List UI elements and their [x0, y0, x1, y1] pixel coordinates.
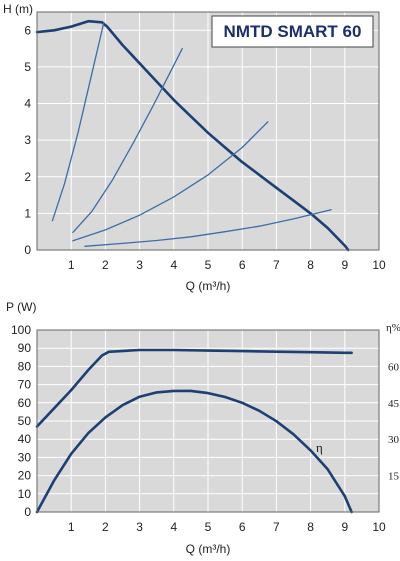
x-tick-label: 3: [136, 258, 143, 272]
x-tick-label: 5: [205, 258, 212, 272]
y-tick-label: 10: [18, 487, 32, 501]
y-tick-label: 70: [18, 378, 32, 392]
title-box: [211, 15, 374, 48]
x-tick-label: 6: [239, 258, 246, 272]
y-tick-label: 90: [18, 341, 32, 355]
head-y-axis-label: H (m): [3, 2, 33, 16]
head-x-ticks: 1 2 3 4 5 6 7 8 9 10: [68, 258, 386, 272]
head-plot-border: [36, 11, 380, 251]
y-tick-label: 80: [18, 359, 32, 373]
y-tick-label: 2: [24, 170, 31, 184]
y-tick-label: 0: [24, 243, 31, 257]
system-curve-line: [84, 209, 332, 247]
power-plot-border: [36, 329, 380, 513]
head-x-axis-label: Q (m³/h): [186, 279, 231, 293]
y-tick-label: 20: [18, 469, 32, 483]
head-series-group: [35, 19, 350, 252]
efficiency-ticks: 15 30 45 60: [388, 361, 400, 482]
efficiency-axis-label: η%: [386, 322, 400, 334]
x-tick-label: 1: [68, 520, 75, 534]
efficiency-tick-label: 60: [388, 361, 400, 373]
x-tick-label: 10: [372, 520, 386, 534]
x-tick-label: 7: [273, 258, 280, 272]
x-tick-label: 8: [307, 258, 314, 272]
y-tick-label: 1: [24, 206, 31, 220]
system-curve-line: [72, 47, 183, 234]
power-y-ticks: 0 10 20 30 40 50 60 70 80 90 100: [11, 323, 31, 519]
efficiency-tick-label: 15: [388, 471, 400, 483]
x-tick-label: 1: [68, 258, 75, 272]
x-tick-label: 5: [205, 520, 212, 534]
head-chart: NMTD SMART 60 H (m) Q (m³/h) 1 2 3 4 5 6 7 8 9 10…: [3, 2, 386, 293]
x-tick-label: 4: [170, 520, 177, 534]
y-tick-label: 4: [24, 97, 31, 111]
x-tick-label: 4: [170, 258, 177, 272]
eta-curve-label: η: [316, 440, 323, 455]
y-tick-label: 30: [18, 450, 32, 464]
y-tick-label: 60: [18, 396, 32, 410]
y-tick-label: 0: [24, 505, 31, 519]
x-tick-label: 10: [372, 258, 386, 272]
x-tick-label: 8: [307, 520, 314, 534]
y-tick-label: 50: [18, 414, 32, 428]
system-curve-line: [51, 22, 105, 222]
x-tick-label: 2: [102, 258, 109, 272]
y-tick-label: 40: [18, 432, 32, 446]
efficiency-tick-label: 30: [388, 434, 400, 446]
x-tick-label: 3: [136, 520, 143, 534]
x-tick-label: 9: [341, 258, 348, 272]
x-tick-label: 9: [341, 520, 348, 534]
x-tick-label: 2: [102, 520, 109, 534]
head-gridlines: [37, 12, 379, 250]
efficiency-tick-label: 45: [388, 398, 400, 410]
y-tick-label: 6: [24, 23, 31, 37]
system-curve-line: [72, 121, 269, 242]
x-tick-label: 6: [239, 520, 246, 534]
power-x-axis-label: Q (m³/h): [186, 542, 231, 556]
chart-title: NMTD SMART 60: [224, 22, 362, 41]
x-tick-label: 7: [273, 520, 280, 534]
power-y-axis-label: P (W): [6, 300, 36, 314]
power-line: [35, 348, 353, 428]
power-chart: η P (W) η% Q (m³/h) 1 2 3 4 5 6 7 8 9 10 01020304…: [6, 300, 400, 556]
power-x-ticks: 1 2 3 4 5 6 7 8 9 10: [68, 520, 386, 534]
y-tick-label: 3: [24, 133, 31, 147]
head-y-ticks: 0 1 2 3 4 5 6: [24, 23, 31, 257]
max-curve-line: [35, 19, 350, 252]
efficiency-curve-line: [35, 389, 353, 514]
y-tick-label: 5: [24, 60, 31, 74]
power-series-group: [35, 348, 353, 514]
y-tick-label: 100: [11, 323, 31, 337]
